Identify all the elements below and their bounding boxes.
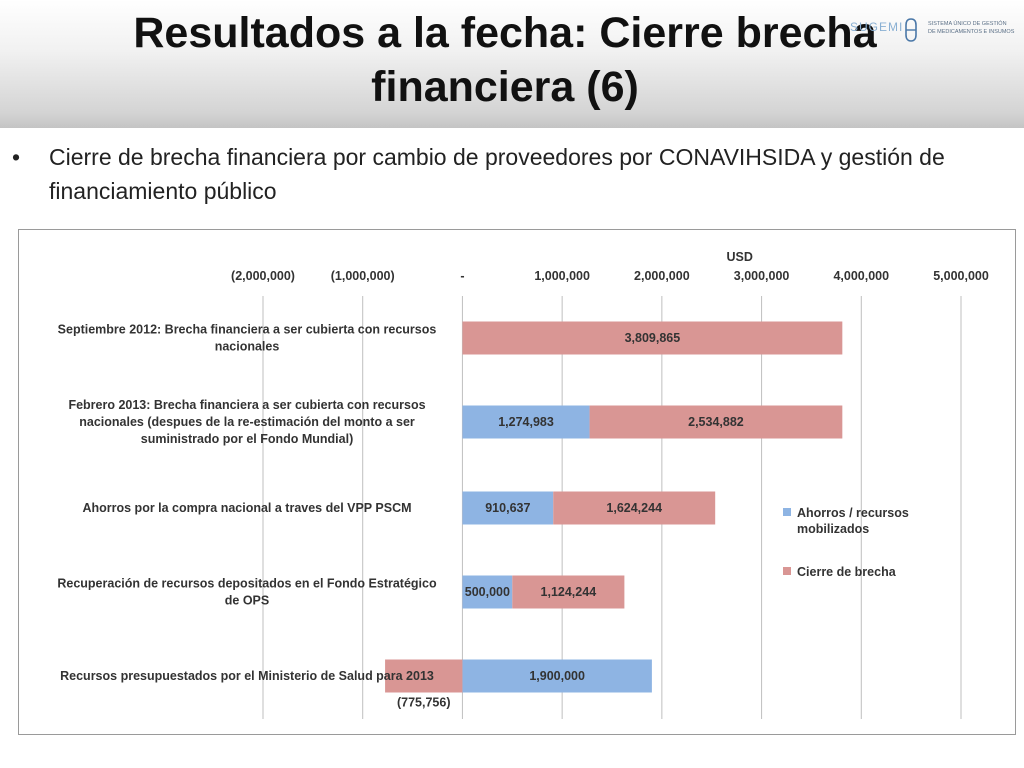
bar-ahorros <box>462 659 652 693</box>
data-label-ahorros: 910,637 <box>485 501 530 515</box>
tick-label: (2,000,000) <box>231 269 295 283</box>
bar-ahorros <box>462 491 554 525</box>
sugemi-logo: SUGEMI SISTEMA ÚNICO DE GESTIÓN DE MEDIC… <box>850 18 1020 44</box>
tick-label: - <box>460 269 464 283</box>
bar-cierre <box>553 491 716 525</box>
data-label-cierre: 2,534,882 <box>688 415 744 429</box>
category-label: Ahorros por la compra nacional a traves … <box>82 501 411 515</box>
tick-label: (1,000,000) <box>331 269 395 283</box>
bar-cierre <box>462 321 843 355</box>
data-label-cierre: 3,809,865 <box>625 331 681 345</box>
legend-label: Ahorros / recursos <box>797 506 909 520</box>
tick-label: 4,000,000 <box>833 269 889 283</box>
data-label-ahorros: 1,900,000 <box>529 669 585 683</box>
category-label: Febrero 2013: Brecha financiera a ser cu… <box>68 398 425 412</box>
category-label: Septiembre 2012: Brecha financiera a ser… <box>58 323 437 337</box>
legend-label: mobilizados <box>797 522 869 536</box>
logo-wordmark: SUGEMI <box>850 20 904 34</box>
bar-ahorros <box>462 405 590 439</box>
category-label: Recuperación de recursos depositados en … <box>57 577 437 591</box>
bar-cierre <box>385 659 463 693</box>
slide-title: Resultados a la fecha: Cierre brecha fin… <box>133 9 877 111</box>
category-label: nacionales (despues de la re-estimación … <box>79 415 415 429</box>
category-label: nacionales <box>215 340 280 354</box>
logo-subtitle-line: DE MEDICAMENTOS E INSUMOS <box>928 29 1015 35</box>
category-label: Recursos presupuestados por el Ministeri… <box>60 669 434 683</box>
data-label-ahorros: 1,274,983 <box>498 415 554 429</box>
bullet-symbol: • <box>12 144 21 170</box>
legend-swatch-ahorros <box>783 508 791 516</box>
bar-cierre <box>589 405 843 439</box>
logo-subtitle: SISTEMA ÚNICO DE GESTIÓN DE MEDICAMENTOS… <box>928 20 1023 36</box>
data-label-cierre: (775,756) <box>397 696 451 710</box>
data-label-cierre: 1,124,244 <box>541 585 597 599</box>
bullet-text: Cierre de brecha financiera por cambio d… <box>49 144 945 204</box>
bar-ahorros <box>462 575 513 609</box>
legend-label: Cierre de brecha <box>797 565 897 579</box>
tick-label: 3,000,000 <box>734 269 790 283</box>
logo-subtitle-line: SISTEMA ÚNICO DE GESTIÓN <box>928 21 1007 27</box>
data-label-cierre: 1,624,244 <box>606 501 662 515</box>
axis-title: USD <box>727 250 753 264</box>
title-bar: Resultados a la fecha: Cierre brecha fin… <box>0 0 1024 128</box>
bar-cierre <box>512 575 625 609</box>
tick-label: 5,000,000 <box>933 269 989 283</box>
category-label: de OPS <box>225 594 269 608</box>
tick-label: 2,000,000 <box>634 269 690 283</box>
bar-chart: USD (2,000,000) (1,000,000) - 1,000,000 2,000… <box>57 250 989 719</box>
chart-frame: USD (2,000,000) (1,000,000) - 1,000,000 2,000… <box>18 229 1016 735</box>
data-label-ahorros: 500,000 <box>465 585 510 599</box>
logo-capsule-icon <box>905 18 917 42</box>
category-label: suministrado por el Fondo Mundial) <box>141 432 354 446</box>
tick-label: 1,000,000 <box>534 269 590 283</box>
legend-swatch-cierre <box>783 567 791 575</box>
